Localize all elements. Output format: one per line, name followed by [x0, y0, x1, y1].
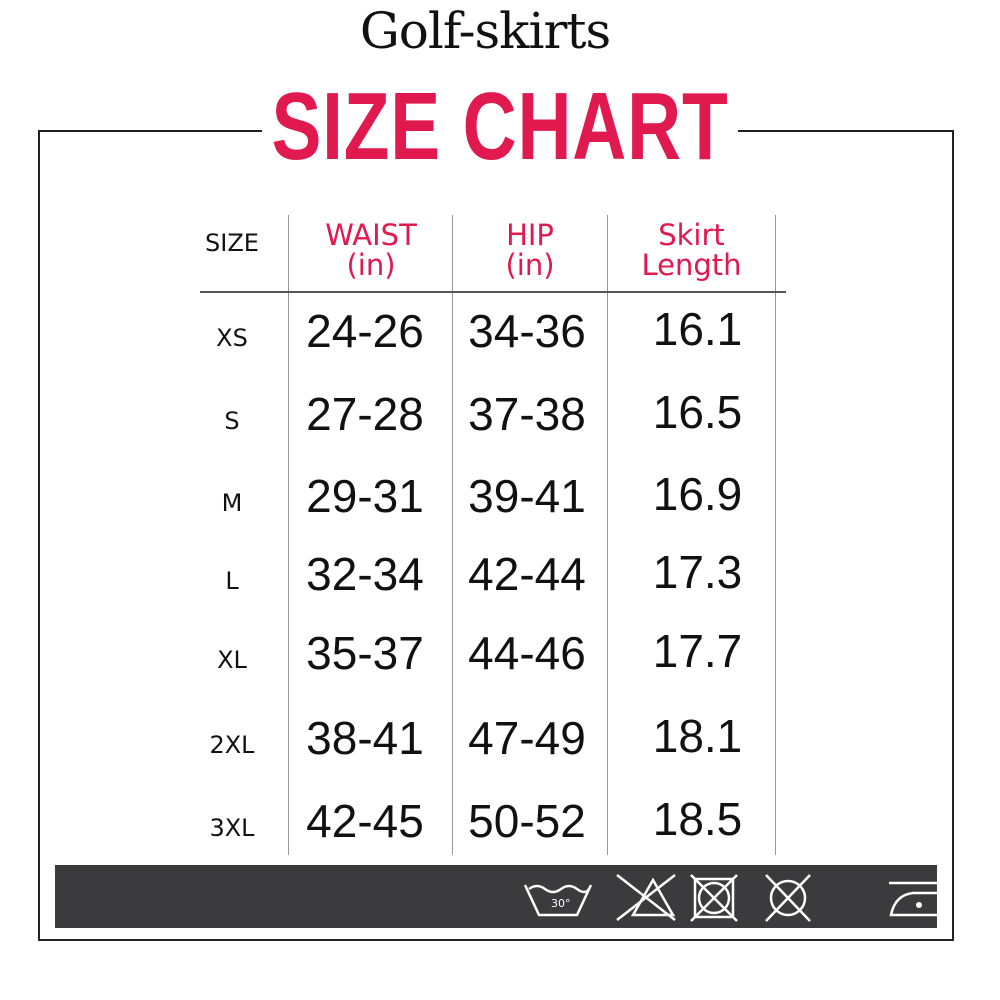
size-label: L [225, 567, 239, 595]
length-value: 18.5 [652, 793, 743, 845]
header-length: Skirt Length [608, 220, 775, 280]
header-length-label: Skirt [658, 218, 725, 252]
hip-value: 37-38 [468, 388, 586, 440]
hip-value: 47-49 [468, 712, 586, 764]
header-divider [200, 291, 786, 293]
wash-temp: 30° [551, 897, 571, 910]
header-hip: HIP (in) [453, 220, 607, 280]
size-label: XL [217, 646, 247, 674]
header-waist: WAIST (in) [290, 220, 452, 280]
hip-value: 44-46 [468, 627, 586, 679]
title-backdrop [262, 80, 738, 180]
waist-value: 32-34 [306, 548, 424, 600]
brand-title: Golf-skirts [359, 2, 611, 60]
size-label: XS [216, 324, 248, 352]
length-value: 17.3 [652, 546, 743, 598]
size-label: 3XL [209, 814, 255, 842]
header-waist-label: WAIST [325, 218, 417, 252]
waist-value: 38-41 [306, 712, 424, 764]
no-bleach-icon [616, 874, 676, 921]
column-divider [607, 215, 608, 855]
length-value: 18.1 [652, 710, 743, 762]
wash-30-icon: 30° [523, 884, 593, 917]
size-label: M [221, 489, 243, 517]
column-divider [452, 215, 453, 855]
size-label: 2XL [209, 731, 255, 759]
size-label: S [224, 407, 240, 435]
hip-value: 34-36 [468, 305, 586, 357]
no-dry-clean-icon [765, 874, 811, 922]
length-value: 16.5 [652, 386, 743, 438]
column-divider [288, 215, 289, 855]
hip-value: 42-44 [468, 548, 586, 600]
header-size: SIZE [205, 229, 259, 257]
waist-value: 29-31 [306, 470, 424, 522]
no-tumble-dry-icon [690, 874, 738, 922]
hip-value: 50-52 [468, 795, 586, 847]
header-waist-unit: (in) [346, 248, 396, 282]
waist-value: 27-28 [306, 388, 424, 440]
care-instructions-bar: 30° [55, 865, 955, 928]
waist-value: 24-26 [306, 305, 424, 357]
length-value: 16.1 [652, 303, 743, 355]
page-title: SIZE CHART [271, 73, 729, 180]
header-hip-unit: (in) [505, 248, 555, 282]
length-value: 16.9 [652, 468, 743, 520]
waist-value: 42-45 [306, 795, 424, 847]
iron-low-icon [889, 881, 955, 917]
header-length-label2: Length [641, 248, 742, 282]
hip-value: 39-41 [468, 470, 586, 522]
waist-value: 35-37 [306, 627, 424, 679]
column-divider [775, 215, 776, 855]
header-hip-label: HIP [506, 218, 554, 252]
length-value: 17.7 [652, 625, 743, 677]
